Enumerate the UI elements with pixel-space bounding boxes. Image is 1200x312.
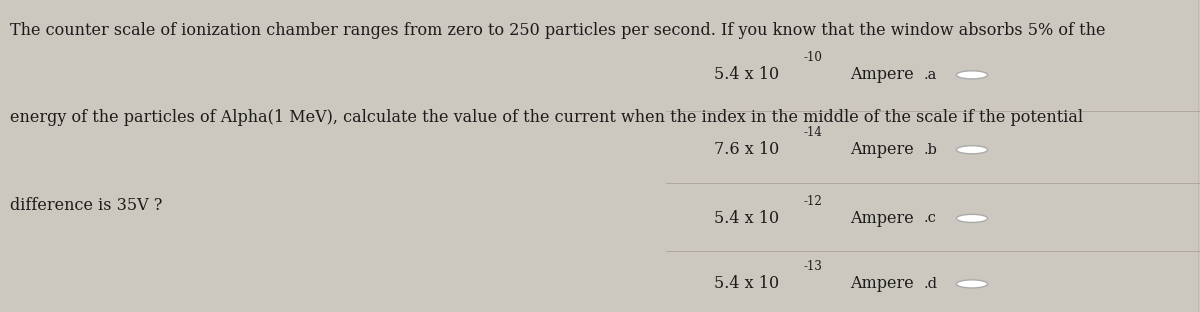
Text: .b: .b	[924, 143, 938, 157]
Text: Ampere: Ampere	[850, 66, 913, 83]
Text: -13: -13	[804, 260, 823, 273]
Circle shape	[956, 71, 988, 79]
Circle shape	[956, 280, 988, 288]
Text: 5.4 x 10: 5.4 x 10	[714, 275, 779, 292]
Text: -12: -12	[804, 195, 823, 208]
Text: 5.4 x 10: 5.4 x 10	[714, 210, 779, 227]
Text: -14: -14	[804, 126, 823, 139]
Text: Ampere: Ampere	[850, 210, 913, 227]
Text: The counter scale of ionization chamber ranges from zero to 250 particles per se: The counter scale of ionization chamber …	[10, 22, 1105, 39]
Text: .c: .c	[924, 212, 937, 225]
Text: energy of the particles of Alpha(1 MeV), calculate the value of the current when: energy of the particles of Alpha(1 MeV),…	[10, 109, 1082, 126]
Text: .a: .a	[924, 68, 937, 82]
Text: -10: -10	[804, 51, 823, 64]
Text: Ampere: Ampere	[850, 275, 913, 292]
Circle shape	[956, 214, 988, 222]
Circle shape	[956, 146, 988, 154]
Text: difference is 35V ?: difference is 35V ?	[10, 197, 162, 213]
Text: 7.6 x 10: 7.6 x 10	[714, 141, 779, 158]
Text: Ampere: Ampere	[850, 141, 913, 158]
Text: .d: .d	[924, 277, 938, 291]
Text: 5.4 x 10: 5.4 x 10	[714, 66, 779, 83]
